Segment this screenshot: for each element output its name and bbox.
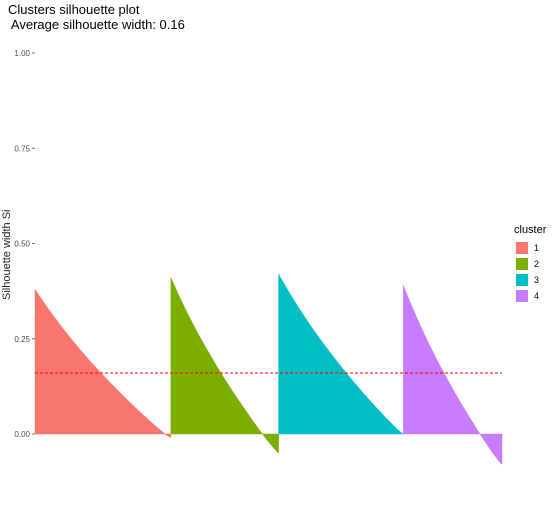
legend-label: 4	[534, 291, 540, 301]
chart-subtitle: Average silhouette width: 0.16	[10, 17, 185, 32]
legend-item-cluster-3: 3	[516, 272, 546, 288]
legend-key	[516, 242, 528, 254]
legend-title: cluster	[514, 224, 547, 236]
chart-title-text: Clusters silhouette plot	[8, 2, 140, 17]
legend-label: 1	[534, 243, 540, 253]
cluster-2-silhouette	[170, 277, 279, 454]
legend-key	[516, 258, 528, 270]
legend-label: 3	[534, 275, 540, 285]
legend-item-cluster-4: 4	[516, 288, 546, 304]
y-tick-label: 0.00	[14, 430, 30, 439]
cluster-4-silhouette	[403, 285, 503, 466]
y-tick-label: 0.50	[14, 240, 30, 249]
legend-label: 2	[534, 259, 540, 269]
y-axis: 0.00 0.25 0.50 0.75 1.00	[14, 49, 35, 439]
chart-title: Clusters silhouette plot Average silhoue…	[8, 2, 185, 32]
y-tick-label: 0.75	[14, 144, 30, 153]
legend-item-cluster-1: 1	[516, 240, 546, 256]
silhouette-bars	[34, 273, 503, 466]
cluster-3-silhouette	[278, 273, 405, 435]
y-tick-label: 0.25	[14, 335, 30, 344]
legend-items: 1 2 3 4	[516, 240, 546, 304]
legend: cluster 1 2 3 4	[514, 224, 547, 304]
legend-key	[516, 290, 528, 302]
legend-item-cluster-2: 2	[516, 256, 546, 272]
cluster-1-silhouette	[34, 288, 172, 439]
legend-key	[516, 274, 528, 286]
y-tick-label: 1.00	[14, 49, 30, 58]
